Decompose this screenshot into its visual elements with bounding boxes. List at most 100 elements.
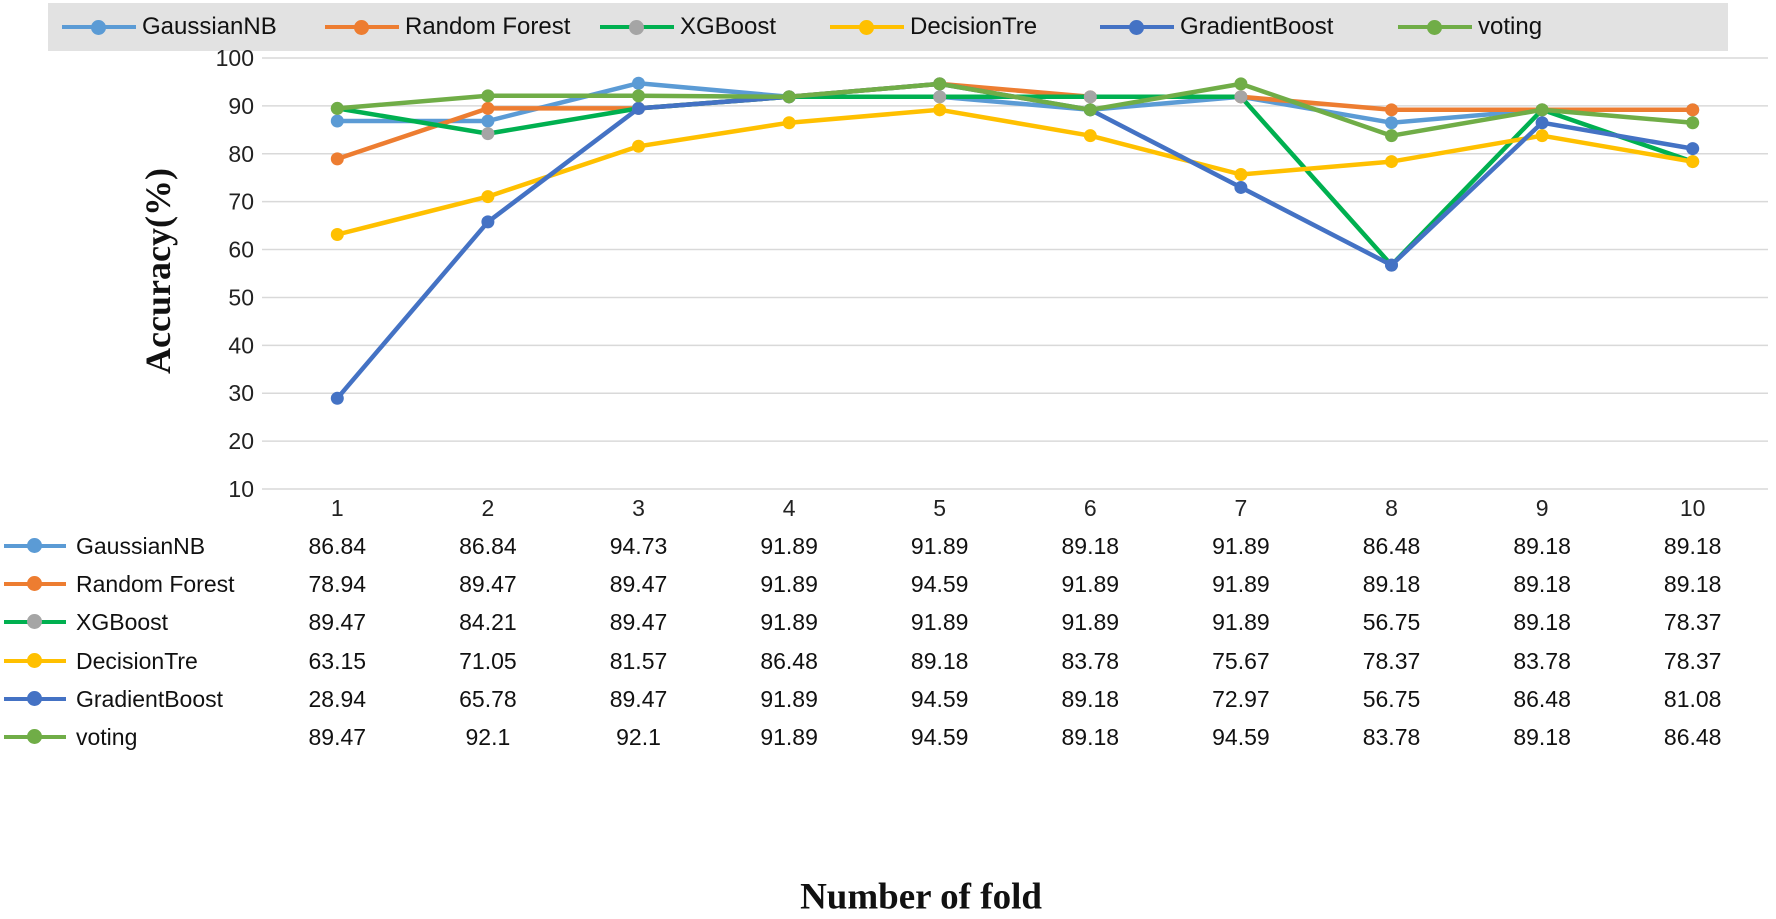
data-point-3-3: [782, 116, 796, 130]
data-point-3-7: [1385, 155, 1398, 169]
data-point-5-9: [1686, 116, 1700, 130]
table-cell: 91.89: [910, 533, 969, 559]
table-cell: 91.89: [1212, 571, 1270, 597]
legend-swatch: [830, 3, 904, 51]
table-cell: 91.89: [760, 571, 818, 597]
y-tick-label: 60: [228, 237, 254, 263]
y-tick-label: 70: [228, 189, 254, 215]
table-cell: 65.78: [459, 686, 517, 712]
y-tick-label: 20: [228, 428, 254, 454]
table-legend-swatch: [0, 717, 70, 757]
legend: GaussianNB Random Forest XGBoost DecisionTr…: [48, 3, 1728, 51]
table-cell: 91.89: [910, 609, 969, 635]
table-cell: 94.59: [910, 571, 969, 597]
table-cell: 86.84: [308, 533, 367, 559]
x-tick-label: 1: [331, 495, 344, 521]
table-cell: 75.67: [1212, 648, 1270, 674]
legend-item: Random Forest: [325, 3, 570, 51]
table-series-name: voting: [76, 723, 138, 750]
table-cell: 89.18: [1663, 533, 1722, 559]
series-line-0: [337, 80, 1693, 125]
table-cell: 89.47: [308, 724, 367, 750]
data-point-5-0: [330, 101, 344, 115]
table-cell: 89.47: [459, 571, 517, 597]
data-point-5-2: [632, 89, 645, 103]
x-tick-label: 3: [632, 495, 645, 521]
data-point-3-4: [933, 103, 947, 117]
table-legend-swatch: [0, 564, 70, 604]
table-cell: 89.18: [910, 648, 969, 674]
table-cell: 71.05: [459, 648, 517, 674]
legend-item: XGBoost: [600, 3, 776, 51]
y-tick-label: 10: [228, 476, 254, 502]
series-line-4: [335, 81, 1694, 400]
data-point-0-0: [330, 114, 344, 128]
data-table-row: DecisionTre 63.15 71.05 81.57 86.48 89.18 83.7…: [0, 641, 1776, 681]
y-tick-label: 90: [228, 93, 254, 119]
table-cell: 72.97: [1212, 686, 1270, 712]
table-cell: 56.75: [1362, 686, 1421, 712]
table-cell: 94.73: [609, 533, 668, 559]
y-tick-label: 80: [228, 141, 254, 167]
table-series-name: DecisionTre: [76, 647, 198, 674]
data-point-4-8: [1535, 116, 1549, 130]
series-line-5: [337, 81, 1693, 138]
table-series-name: XGBoost: [76, 608, 169, 635]
y-tick-label: 100: [216, 45, 254, 71]
legend-item: GradientBoost: [1100, 3, 1333, 51]
data-table-row: voting 89.47 92.1 92.1 91.89 94.59 89.18 94.59 8…: [0, 717, 1776, 757]
x-tick-label: 4: [783, 495, 796, 521]
data-point-0-7: [1385, 116, 1398, 130]
data-point-4-9: [1686, 142, 1700, 156]
data-point-4-0: [330, 391, 344, 405]
data-point-4-7: [1385, 258, 1398, 272]
table-cell: 78.37: [1663, 648, 1722, 674]
legend-label: Random Forest: [405, 13, 571, 40]
table-cell: 91.89: [760, 686, 818, 712]
table-cell: 86.48: [1362, 533, 1421, 559]
data-point-5-4: [933, 77, 947, 91]
table-cell: 91.89: [1061, 609, 1120, 635]
table-cell: 89.47: [609, 609, 668, 635]
table-cell: 78.37: [1362, 648, 1421, 674]
data-point-2-6: [1234, 90, 1248, 104]
table-cell: 81.08: [1663, 686, 1722, 712]
x-tick-label: 7: [1235, 495, 1248, 521]
table-cell: 91.89: [1212, 609, 1270, 635]
data-point-1-7: [1385, 103, 1398, 117]
legend-label: GradientBoost: [1180, 13, 1334, 40]
table-cell: 91.89: [760, 724, 818, 750]
data-point-0-2: [632, 76, 645, 90]
series-line-1: [336, 81, 1693, 162]
data-point-5-5: [1083, 103, 1097, 117]
table-cell: 86.84: [459, 533, 517, 559]
table-cell: 89.18: [1663, 571, 1722, 597]
data-point-3-6: [1234, 168, 1248, 182]
table-cell: 89.18: [1513, 609, 1571, 635]
table-cell: 84.21: [459, 609, 517, 635]
table-series-name: GaussianNB: [76, 532, 206, 559]
table-legend-key: DecisionTre: [0, 641, 198, 681]
table-cell: 89.18: [1061, 724, 1120, 750]
data-point-3-9: [1686, 155, 1700, 169]
data-point-1-1: [481, 101, 495, 115]
table-cell: 83.78: [1061, 648, 1120, 674]
table-cell: 89.47: [609, 686, 668, 712]
data-point-5-6: [1234, 77, 1248, 91]
table-cell: 83.78: [1513, 648, 1571, 674]
data-point-5-3: [782, 90, 796, 104]
table-series-name: GradientBoost: [76, 685, 224, 712]
table-cell: 94.59: [910, 686, 969, 712]
data-table-row: GaussianNB 86.84 86.84 94.73 91.89 91.89 89.18…: [0, 526, 1776, 566]
table-cell: 91.89: [1061, 571, 1120, 597]
legend-swatch: [1100, 3, 1174, 51]
table-cell: 83.78: [1362, 724, 1421, 750]
table-cell: 89.18: [1362, 571, 1421, 597]
table-legend-swatch: [0, 526, 70, 566]
table-legend-swatch: [0, 679, 70, 719]
data-point-3-8: [1535, 129, 1549, 143]
data-point-2-4: [933, 90, 947, 104]
legend-item: GaussianNB: [62, 3, 277, 51]
table-cell: 78.94: [308, 571, 367, 597]
table-cell: 86.48: [760, 648, 818, 674]
